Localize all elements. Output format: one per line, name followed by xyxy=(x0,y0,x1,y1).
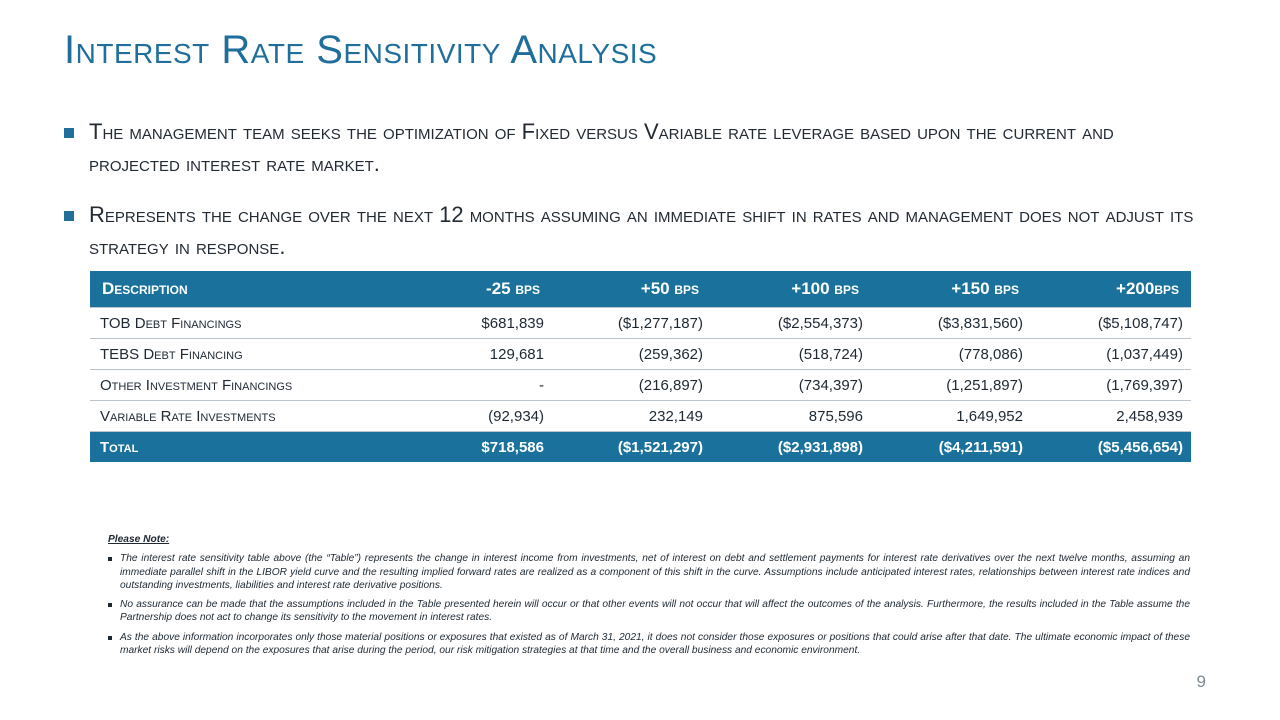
note-item: No assurance can be made that the assump… xyxy=(108,598,1190,625)
table-cell: (1,037,449) xyxy=(1031,338,1191,370)
table-row: TEBS Debt Financing 129,681 (259,362) (5… xyxy=(90,338,1191,370)
small-square-bullet-icon xyxy=(108,635,112,640)
column-header: Description xyxy=(90,271,430,308)
table-cell: (1,769,397) xyxy=(1031,369,1191,401)
table-cell: ($3,831,560) xyxy=(871,307,1031,339)
total-label: Total xyxy=(90,431,430,462)
table-cell: (1,251,897) xyxy=(871,369,1031,401)
bullet-list: The management team seeks the optimizati… xyxy=(64,116,1204,282)
total-cell: ($2,931,898) xyxy=(711,431,871,462)
bullet-item: Represents the change over the next 12 m… xyxy=(64,199,1204,263)
total-cell: ($4,211,591) xyxy=(871,431,1031,462)
column-header: +50 bps xyxy=(552,271,711,308)
row-label: TEBS Debt Financing xyxy=(90,338,430,370)
column-header: +150 bps xyxy=(871,271,1031,308)
bullet-item: The management team seeks the optimizati… xyxy=(64,116,1204,180)
table-row: Variable Rate Investments (92,934) 232,1… xyxy=(90,400,1191,432)
column-header: -25 bps xyxy=(430,271,552,308)
table-row: Other Investment Financings - (216,897) … xyxy=(90,369,1191,401)
note-item: The interest rate sensitivity table abov… xyxy=(108,552,1190,592)
note-item: As the above information incorporates on… xyxy=(108,631,1190,658)
table-cell: 2,458,939 xyxy=(1031,400,1191,432)
notes-heading: Please Note: xyxy=(108,534,170,545)
table-cell: (259,362) xyxy=(552,338,711,370)
page-number: 9 xyxy=(1196,672,1206,691)
total-cell: ($5,456,654) xyxy=(1031,431,1191,462)
table-row: TOB Debt Financings $681,839 ($1,277,187… xyxy=(90,307,1191,339)
table-cell: $681,839 xyxy=(430,307,552,339)
bullet-text: Represents the change over the next 12 m… xyxy=(89,202,1194,259)
row-label: Other Investment Financings xyxy=(90,369,430,401)
total-row: Total $718,586 ($1,521,297) ($2,931,898)… xyxy=(90,431,1191,462)
table-cell: ($5,108,747) xyxy=(1031,307,1191,339)
column-header: +100 bps xyxy=(711,271,871,308)
square-bullet-icon xyxy=(64,128,74,138)
table-cell: - xyxy=(430,369,552,401)
note-text: As the above information incorporates on… xyxy=(120,631,1190,657)
row-label: Variable Rate Investments xyxy=(90,400,430,432)
table-cell: 232,149 xyxy=(552,400,711,432)
table-cell: (778,086) xyxy=(871,338,1031,370)
page-title: Interest Rate Sensitivity Analysis xyxy=(64,28,658,72)
square-bullet-icon xyxy=(64,211,74,221)
small-square-bullet-icon xyxy=(108,603,112,608)
table-cell: (734,397) xyxy=(711,369,871,401)
small-square-bullet-icon xyxy=(108,557,112,562)
total-cell: ($1,521,297) xyxy=(552,431,711,462)
column-header: +200bps xyxy=(1031,271,1191,308)
row-label: TOB Debt Financings xyxy=(90,307,430,339)
bullet-text: The management team seeks the optimizati… xyxy=(89,119,1114,176)
table-cell: ($2,554,373) xyxy=(711,307,871,339)
table-cell: (216,897) xyxy=(552,369,711,401)
table-cell: 875,596 xyxy=(711,400,871,432)
note-text: No assurance can be made that the assump… xyxy=(120,599,1190,624)
table-header-row: Description -25 bps +50 bps +100 bps +15… xyxy=(90,271,1191,308)
sensitivity-table: Description -25 bps +50 bps +100 bps +15… xyxy=(90,271,1191,462)
table-cell: 1,649,952 xyxy=(871,400,1031,432)
note-text: The interest rate sensitivity table abov… xyxy=(120,553,1190,591)
total-cell: $718,586 xyxy=(430,431,552,462)
table-cell: ($1,277,187) xyxy=(552,307,711,339)
footnotes: Please Note: The interest rate sensitivi… xyxy=(108,533,1190,663)
table-cell: (518,724) xyxy=(711,338,871,370)
table-cell: 129,681 xyxy=(430,338,552,370)
table-cell: (92,934) xyxy=(430,400,552,432)
